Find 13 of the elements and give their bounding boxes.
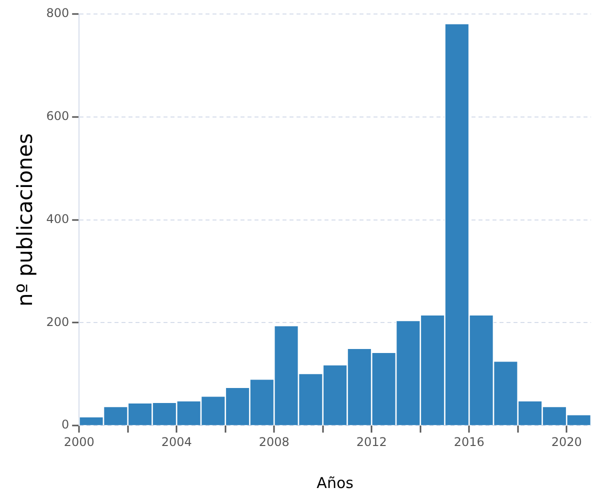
y-axis-title: nº publicaciones <box>13 133 38 306</box>
y-tick-label: 600 <box>46 109 70 124</box>
x-tick-label: 2012 <box>356 434 387 449</box>
x-tick-label: 2004 <box>161 434 192 449</box>
y-tick-label: 800 <box>46 6 70 20</box>
x-tick-label: 2016 <box>454 434 484 449</box>
x-tick-label: 2008 <box>258 434 290 449</box>
y-tick-label: 400 <box>46 212 70 226</box>
x-tick-label: 2000 <box>64 434 94 449</box>
x-axis-title: Años <box>316 474 354 492</box>
y-tick-label: 200 <box>46 314 70 329</box>
x-tick-label: 2020 <box>551 434 582 449</box>
y-tick-label: 0 <box>61 418 70 432</box>
